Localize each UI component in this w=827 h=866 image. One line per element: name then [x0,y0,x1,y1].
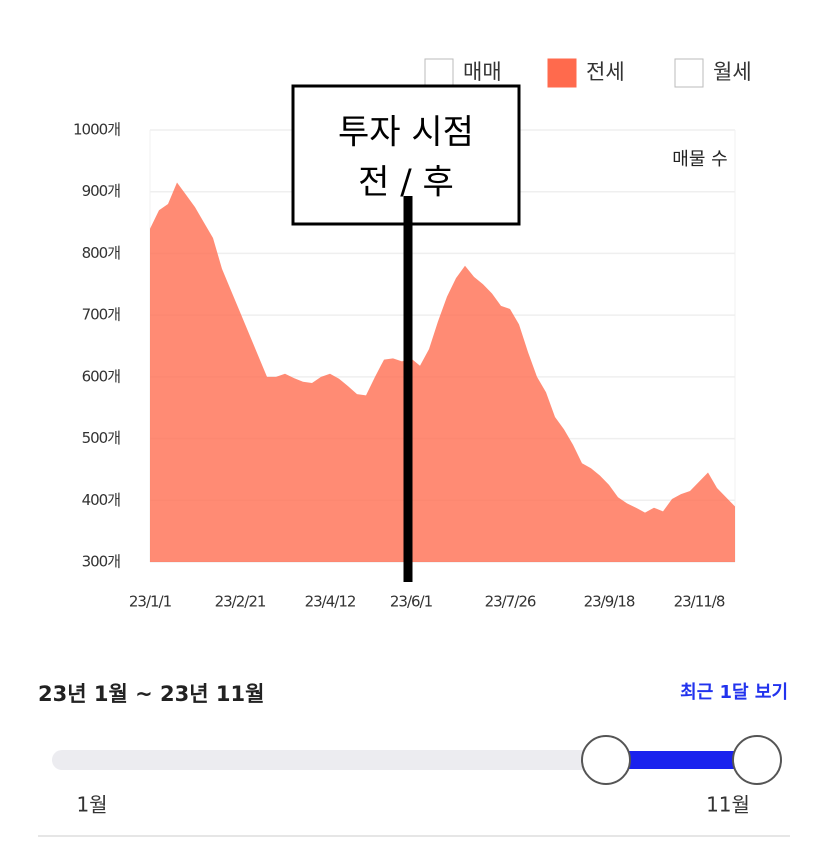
slider-min-label: 1월 [76,793,107,817]
slider-max-label: 11월 [706,793,750,817]
slider-handle-start[interactable] [581,735,631,785]
overlay-text: 전 / 후 [358,163,454,203]
x-tick-label: 23/11/8 [674,593,725,611]
plot: 300개 400개 500개 600개 700개 800개 900개 1000개 23/1/1 2… [73,58,752,611]
slider-range [605,751,755,769]
legend-swatch [547,58,577,88]
x-tick-label: 23/2/21 [215,593,266,611]
range-label: 23년 1월 ~ 23년 11월 [38,682,264,706]
x-tick-label: 23/6/1 [390,593,433,611]
y-tick-label: 900개 [82,182,121,200]
x-tick-label: 23/1/1 [129,593,172,611]
x-tick-label: 23/9/18 [584,593,635,611]
y-tick-label: 500개 [82,429,121,447]
y-tick-label: 600개 [82,367,121,385]
y-tick-label: 400개 [82,491,121,509]
slider-track [52,750,612,770]
y-tick-label: 800개 [82,244,121,262]
recent-month-link[interactable]: 최근 1달 보기 [680,682,788,703]
legend-label: 전세 [586,60,625,84]
x-tick-label: 23/7/26 [485,593,536,611]
legend-swatch [424,58,454,88]
annotation: 매물 수 [672,149,727,170]
slider-handle-end[interactable] [732,735,782,785]
y-tick-label: 1000개 [73,121,120,139]
legend-swatch [674,58,704,88]
y-tick-label: 700개 [82,306,121,324]
legend-label: 매매 [463,60,502,84]
overlay-text: 투자 시점 [338,113,474,153]
x-tick-label: 23/4/12 [305,593,356,611]
area [150,182,735,562]
y-tick-label: 300개 [82,553,121,571]
legend-label: 월세 [713,60,752,84]
